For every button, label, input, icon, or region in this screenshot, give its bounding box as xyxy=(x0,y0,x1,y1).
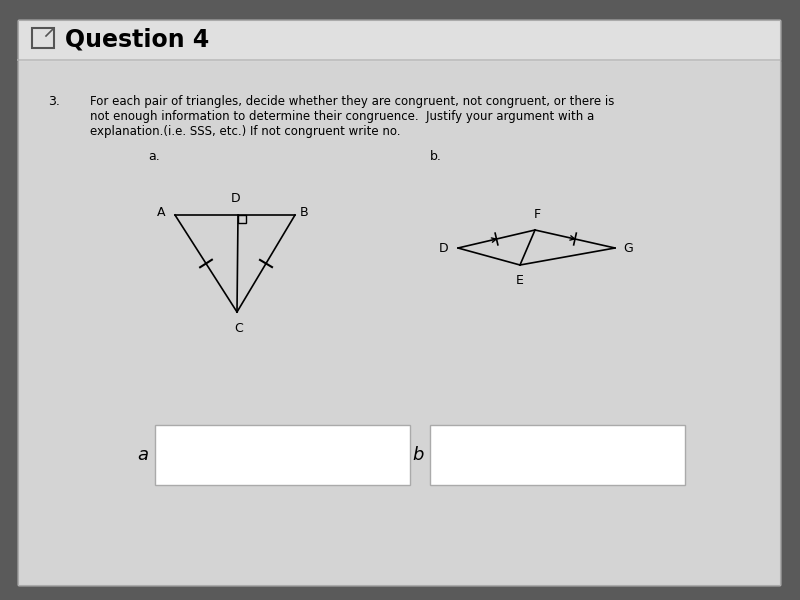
Text: G: G xyxy=(623,241,633,254)
Text: a: a xyxy=(137,446,148,464)
Text: E: E xyxy=(516,274,524,287)
Text: C: C xyxy=(234,322,243,335)
Text: Question 4: Question 4 xyxy=(65,27,210,51)
Bar xyxy=(238,215,246,223)
Bar xyxy=(18,61,780,585)
Text: 3.: 3. xyxy=(48,95,60,108)
Bar xyxy=(18,20,780,60)
Text: B: B xyxy=(300,206,309,220)
Text: b.: b. xyxy=(430,150,442,163)
Bar xyxy=(430,425,685,485)
Text: For each pair of triangles, decide whether they are congruent, not congruent, or: For each pair of triangles, decide wheth… xyxy=(90,95,614,108)
Text: F: F xyxy=(534,208,541,221)
Bar xyxy=(155,425,410,485)
Text: explanation.(i.e. SSS, etc.) If not congruent write no.: explanation.(i.e. SSS, etc.) If not cong… xyxy=(90,125,401,138)
Bar xyxy=(32,28,54,48)
Text: a.: a. xyxy=(148,150,160,163)
Text: b: b xyxy=(413,446,424,464)
Text: A: A xyxy=(157,206,165,220)
Text: not enough information to determine their congruence.  Justify your argument wit: not enough information to determine thei… xyxy=(90,110,594,123)
Text: D: D xyxy=(231,192,241,205)
Text: D: D xyxy=(438,241,448,254)
